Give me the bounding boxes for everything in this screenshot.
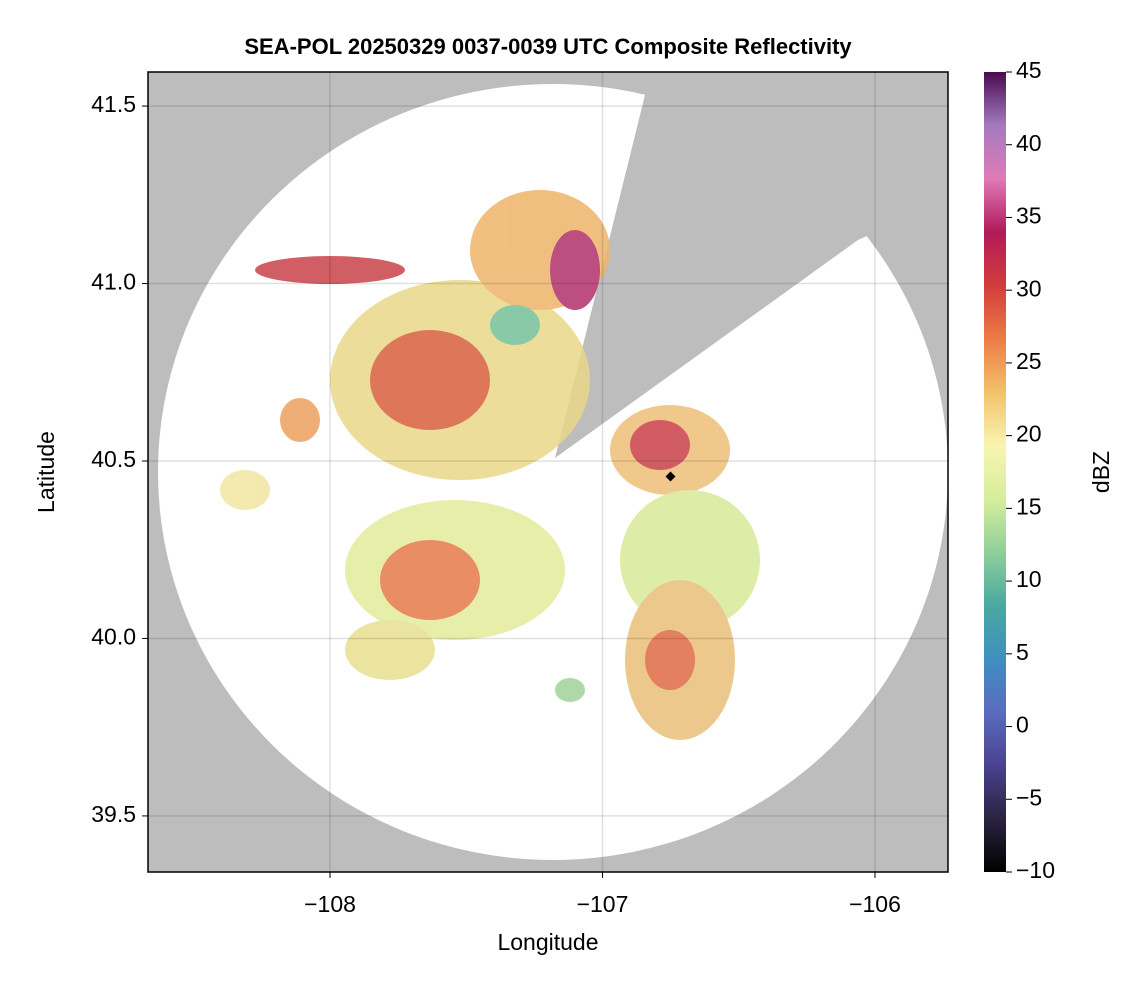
y-tick-label: 41.5 — [91, 91, 136, 117]
chart-title: SEA-POL 20250329 0037-0039 UTC Composite… — [244, 34, 852, 59]
colorbar-tick-label: −5 — [1016, 784, 1042, 810]
echo — [645, 630, 695, 690]
echo — [490, 305, 540, 345]
colorbar-tick-label: 10 — [1016, 566, 1042, 592]
y-tick-label: 40.5 — [91, 446, 136, 472]
colorbar-tick-label: 35 — [1016, 203, 1042, 229]
x-tick-label: −107 — [577, 891, 629, 917]
echo — [255, 256, 405, 284]
echo — [220, 470, 270, 510]
colorbar-tick-label: 40 — [1016, 130, 1042, 156]
plot-frame — [147, 71, 949, 873]
colorbar-tick-label: 5 — [1016, 639, 1029, 665]
colorbar-tick-label: 30 — [1016, 275, 1042, 301]
colorbar-tick-label: 0 — [1016, 712, 1029, 738]
echo — [380, 540, 480, 620]
colorbar-tick-label: 25 — [1016, 348, 1042, 374]
echo — [345, 620, 435, 680]
y-axis-label: Latitude — [33, 431, 59, 513]
colorbar-label: dBZ — [1088, 451, 1114, 493]
radar-site-marker — [665, 471, 676, 482]
y-tick-label: 41.0 — [91, 269, 136, 295]
echo — [630, 420, 690, 470]
colorbar — [984, 72, 1006, 872]
echo — [550, 230, 600, 310]
grid — [148, 72, 948, 872]
echo — [555, 678, 585, 702]
x-tick-label: −108 — [304, 891, 356, 917]
x-tick-label: −106 — [849, 891, 901, 917]
echoes — [220, 190, 760, 740]
x-axis-label: Longitude — [497, 929, 598, 955]
colorbar-tick-label: −10 — [1016, 857, 1055, 883]
blocked-sector — [555, 72, 948, 458]
y-tick-label: 39.5 — [91, 801, 136, 827]
colorbar-tick-label: 45 — [1016, 57, 1042, 83]
y-tick-label: 40.0 — [91, 624, 136, 650]
colorbar-tick-label: 15 — [1016, 493, 1042, 519]
colorbar-tick-label: 20 — [1016, 421, 1042, 447]
plot-area — [148, 72, 948, 872]
echo — [370, 330, 490, 430]
echo — [280, 398, 320, 442]
